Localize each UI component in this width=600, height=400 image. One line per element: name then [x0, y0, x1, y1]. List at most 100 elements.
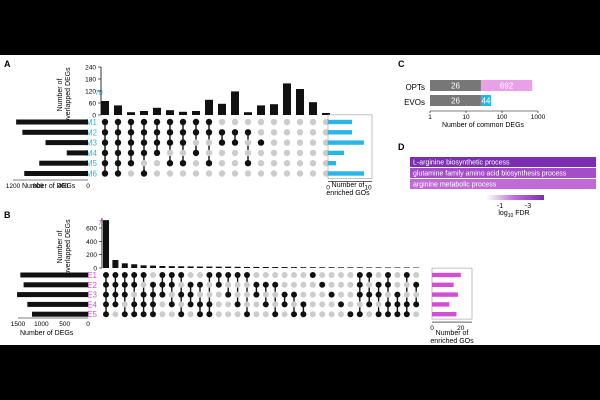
matrix-dot-empty [121, 301, 128, 308]
matrix-dot-filled [101, 129, 109, 136]
matrix-dot-empty [319, 272, 326, 278]
matrix-dot-filled [121, 291, 128, 298]
matrix-dot-filled [244, 272, 250, 278]
set-size-bar [66, 150, 88, 156]
matrix-dot-filled [206, 272, 213, 278]
matrix-dot-empty [283, 149, 291, 157]
intersection-bar [272, 267, 279, 268]
matrix-dot-empty [215, 291, 222, 298]
matrix-dot-filled [103, 301, 109, 308]
matrix-dot-empty [356, 301, 363, 308]
matrix-dot-empty [291, 281, 297, 288]
matrix-dot-empty [253, 301, 260, 308]
c-category-evos: EVOs [404, 98, 425, 107]
matrix-dot-empty [296, 170, 304, 177]
matrix-dot-empty [309, 281, 316, 288]
matrix-dot-empty [231, 118, 239, 126]
y-tick-label: 60 [89, 101, 97, 108]
matrix-dot-empty [112, 311, 119, 318]
matrix-dot-filled [153, 129, 161, 136]
matrix-dot-filled [375, 291, 382, 298]
d-colorbar-tick: -1 [497, 203, 503, 210]
matrix-dot-filled [413, 301, 420, 308]
matrix-dot-empty [300, 291, 307, 298]
matrix-dot-filled [103, 311, 109, 318]
matrix-dot-empty [281, 272, 288, 278]
matrix-dot-empty [328, 301, 335, 308]
set-size-bar [45, 140, 88, 146]
set-label: M4 [86, 149, 98, 158]
intersection-bar [101, 101, 109, 115]
go-bar [328, 171, 364, 176]
matrix-dot-filled [112, 272, 119, 278]
intersection-bar [366, 267, 373, 268]
set-size-tick-label: 500 [59, 321, 70, 328]
matrix-dot-empty [403, 281, 410, 288]
matrix-dot-empty [234, 281, 241, 288]
matrix-dot-empty [206, 281, 213, 288]
matrix-dot-empty [319, 301, 326, 308]
matrix-dot-empty [192, 160, 200, 167]
matrix-dot-filled [140, 139, 148, 146]
intersection-bar [112, 260, 119, 268]
matrix-dot-filled [231, 139, 239, 146]
matrix-dot-empty [231, 170, 239, 177]
matrix-dot-filled [166, 129, 174, 136]
matrix-dot-filled [166, 139, 174, 146]
set-label: M2 [86, 128, 98, 137]
intersection-bar [197, 266, 203, 268]
matrix-dot-filled [356, 272, 363, 278]
matrix-dot-empty [328, 272, 335, 278]
matrix-dot-filled [150, 281, 156, 288]
matrix-dot-filled [150, 291, 156, 298]
matrix-dot-filled [319, 281, 326, 288]
set-label: E1 [87, 271, 97, 280]
matrix-dot-filled [101, 149, 109, 157]
a-ylabel-line2: overlapped DEGs [65, 67, 72, 123]
c-xlabel: Number of common DEGs [442, 122, 525, 129]
matrix-dot-empty [179, 149, 187, 157]
matrix-dot-empty [257, 160, 265, 167]
matrix-dot-filled [140, 301, 147, 308]
set-label: M3 [86, 139, 98, 148]
matrix-dot-filled [178, 291, 185, 298]
intersection-bar [218, 103, 226, 115]
matrix-dot-filled [192, 118, 200, 126]
intersection-bar [159, 266, 166, 268]
matrix-dot-empty [159, 311, 166, 318]
set-label: M6 [86, 170, 98, 179]
c-bar-specific [480, 80, 533, 91]
panel-letter-d: D [398, 142, 405, 152]
matrix-dot-filled [103, 291, 109, 298]
matrix-dot-empty [309, 149, 317, 157]
matrix-dot-empty [270, 118, 278, 126]
matrix-dot-filled [206, 311, 213, 318]
matrix-dot-filled [262, 281, 269, 288]
matrix-dot-filled [197, 301, 203, 308]
matrix-dot-filled [262, 301, 269, 308]
intersection-bar [394, 267, 401, 268]
matrix-dot-empty [215, 301, 222, 308]
c-category-opts: OPTs [405, 83, 425, 92]
set-size-tick-label: 1000 [34, 321, 49, 328]
matrix-dot-empty [218, 170, 226, 177]
matrix-dot-filled [225, 291, 232, 298]
matrix-dot-empty [283, 170, 291, 177]
set-label: E5 [87, 310, 97, 319]
matrix-dot-filled [131, 281, 138, 288]
d-go-term-label: L-arginine biosynthetic process [413, 160, 510, 167]
intersection-bar [281, 267, 288, 268]
c-x-tick-label: 1000 [531, 114, 546, 121]
matrix-dot-filled [101, 139, 109, 146]
d-colorbar [486, 195, 544, 200]
matrix-dot-empty [283, 129, 291, 136]
go-bar [432, 302, 450, 307]
set-size-bar [27, 301, 88, 307]
matrix-dot-filled [114, 170, 122, 177]
intersection-bar [178, 266, 185, 268]
matrix-dot-filled [244, 311, 250, 318]
matrix-dot-empty [394, 272, 401, 278]
intersection-bar [244, 112, 252, 115]
matrix-dot-empty [206, 291, 213, 298]
set-size-bar [22, 129, 88, 135]
